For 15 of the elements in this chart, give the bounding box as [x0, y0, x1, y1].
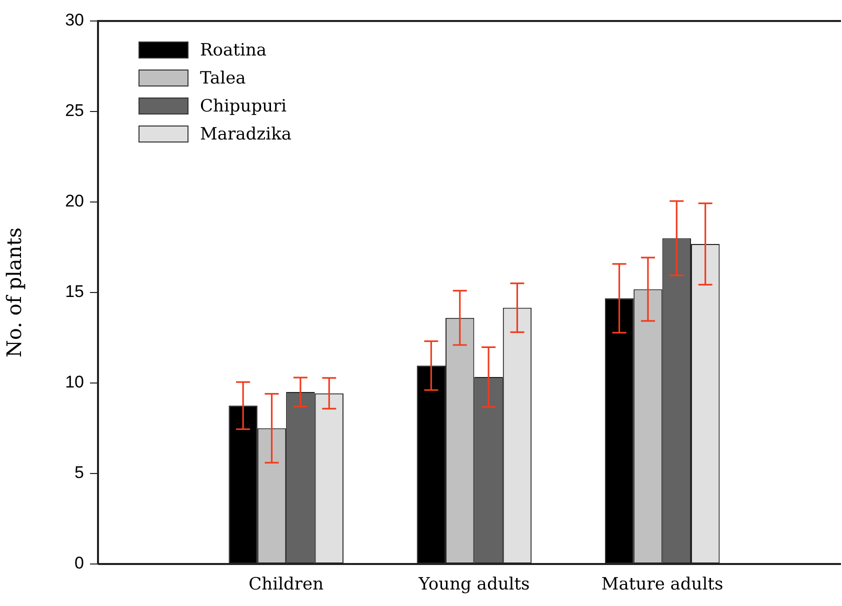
y-tick-label: 15	[65, 282, 84, 302]
y-tick-label: 25	[65, 101, 84, 120]
legend-label: Talea	[200, 68, 246, 88]
x-tick-label: Young adults	[418, 574, 530, 595]
y-tick-label: 10	[65, 372, 84, 392]
legend-label: Roatina	[200, 40, 267, 60]
y-tick-label: 5	[74, 463, 84, 482]
y-tick-label: 0	[74, 554, 84, 573]
y-tick-label: 30	[65, 10, 84, 30]
y-axis-title: No. of plants	[2, 227, 26, 358]
x-tick-label: Mature adults	[601, 574, 724, 595]
legend-label: Chipupuri	[200, 96, 288, 116]
y-tick-label: 20	[65, 192, 84, 211]
legend-label: Maradzika	[200, 124, 292, 144]
x-tick-label: Children	[248, 574, 324, 595]
